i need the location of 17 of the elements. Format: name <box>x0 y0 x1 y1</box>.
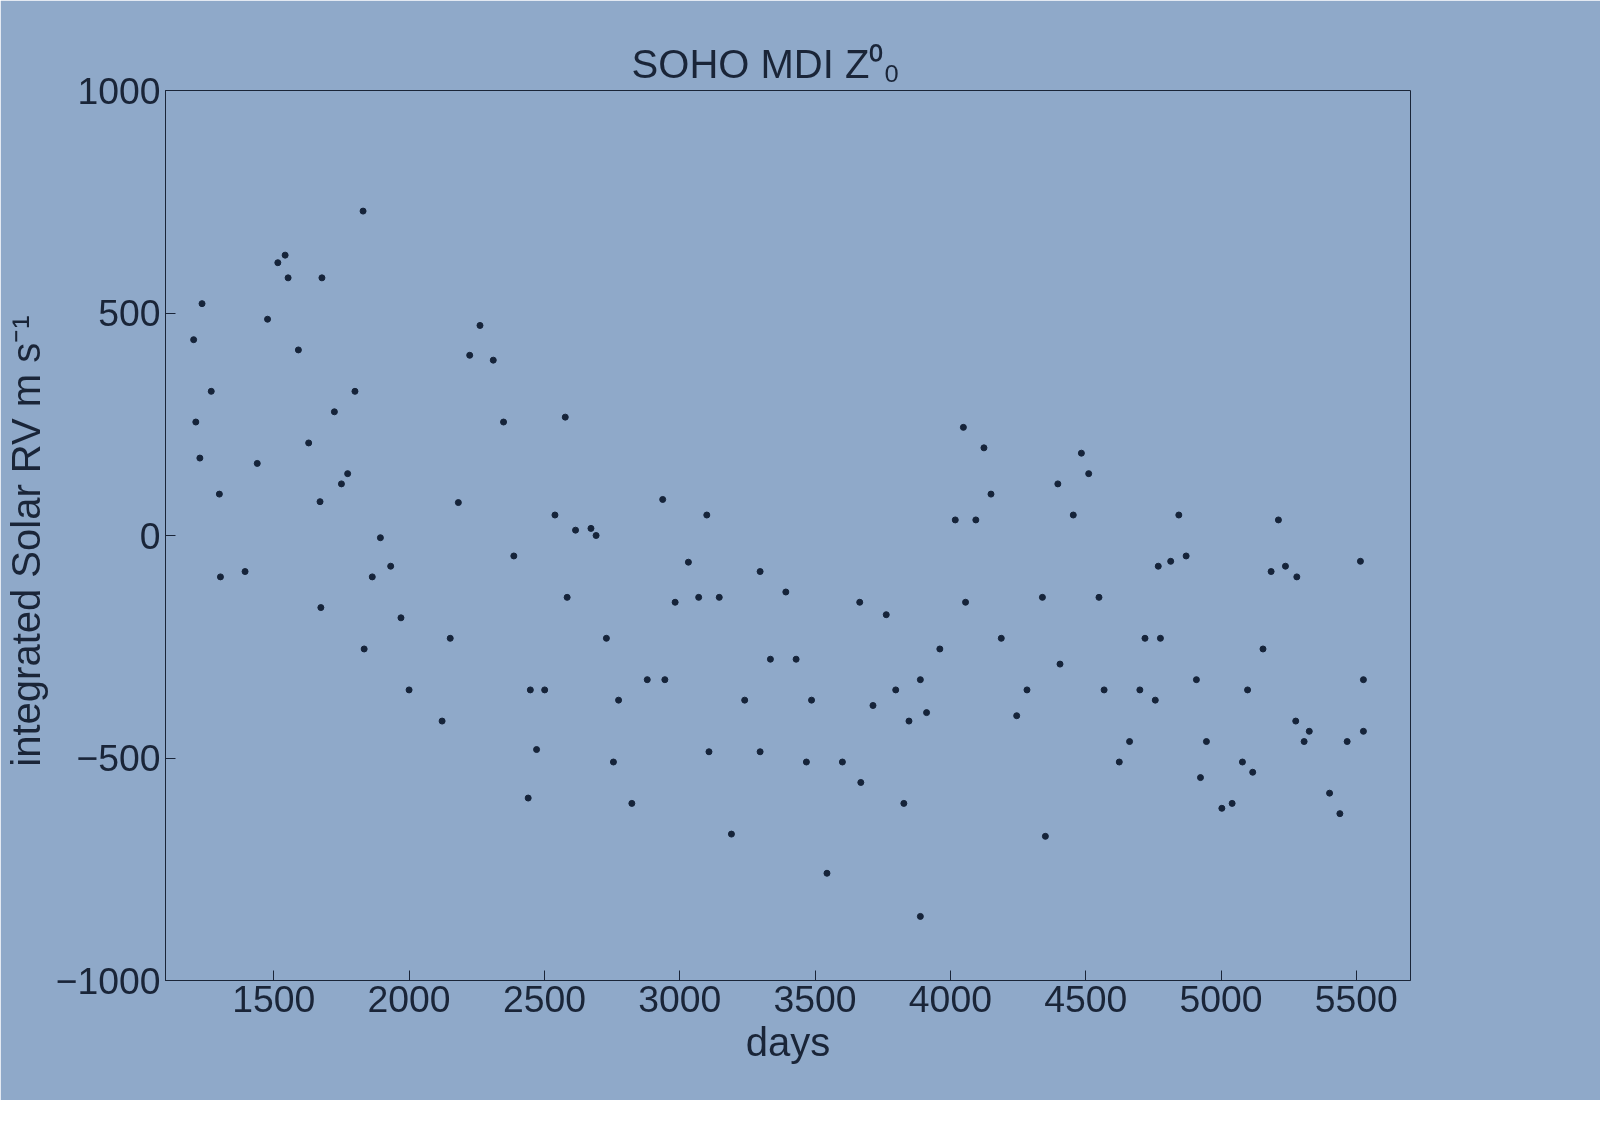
y-tick-label: 1000 <box>77 69 161 112</box>
x-tick-label: 4500 <box>1044 977 1128 1020</box>
chart-title: SOHO MDI Z⁰₀ <box>631 41 900 86</box>
x-tick-label: 5000 <box>1179 977 1263 1020</box>
x-tick-label: 2000 <box>367 977 451 1020</box>
x-tick-label: 5500 <box>1314 977 1398 1020</box>
x-axis-title: days <box>745 1019 831 1064</box>
y-tick-label: 500 <box>98 292 161 334</box>
y-axis-title: integrated Solar RV m s⁻¹ <box>3 315 48 767</box>
x-tick-label: 1500 <box>232 977 316 1020</box>
x-tick-label: 2500 <box>502 977 586 1020</box>
x-tick-label: 3500 <box>773 977 857 1020</box>
y-tick-label: −1000 <box>55 959 161 1002</box>
y-tick-label: 0 <box>139 514 161 557</box>
y-tick-label: −500 <box>76 737 161 779</box>
x-tick-label: 4000 <box>908 977 992 1020</box>
x-tick-label: 3000 <box>638 977 722 1020</box>
